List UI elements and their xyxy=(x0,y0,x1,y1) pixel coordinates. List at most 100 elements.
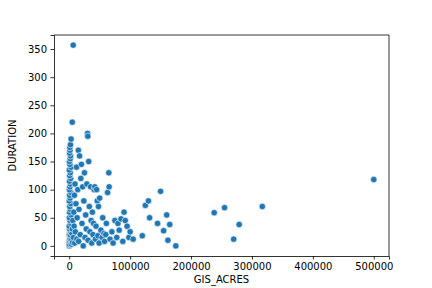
point xyxy=(109,229,115,235)
point xyxy=(100,215,106,221)
tick: 500000 xyxy=(355,256,393,272)
y-axis-title: DURATION xyxy=(7,119,18,171)
tick-mark xyxy=(313,256,314,260)
point xyxy=(167,221,173,227)
tick-mark xyxy=(51,218,55,219)
tick: 300 xyxy=(28,72,54,83)
tick-mark xyxy=(51,77,55,78)
tick-label: 50 xyxy=(34,212,47,223)
point xyxy=(120,238,126,244)
tick-mark xyxy=(69,256,70,260)
tick: 0 xyxy=(41,241,54,252)
tick-label: 100 xyxy=(28,184,47,195)
point xyxy=(157,188,163,194)
point xyxy=(130,236,136,242)
tick-mark xyxy=(374,256,375,260)
point xyxy=(95,203,101,209)
points xyxy=(66,42,377,249)
point xyxy=(103,220,109,226)
point xyxy=(163,212,169,218)
tick: 50 xyxy=(34,212,54,223)
x-axis-title: GIS_ACRES xyxy=(194,274,249,286)
point xyxy=(78,161,84,167)
tick-mark xyxy=(51,190,55,191)
point xyxy=(121,209,127,215)
x-axis: 0 100000 200000 300000 400000 500000 xyxy=(55,256,394,272)
tick-label: 200 xyxy=(28,128,47,139)
point xyxy=(80,243,86,249)
axis-line xyxy=(51,36,55,257)
point xyxy=(81,170,87,176)
tick: 100000 xyxy=(112,256,150,272)
point xyxy=(71,192,77,198)
tick: 100 xyxy=(28,184,54,195)
point xyxy=(211,209,217,215)
tick-mark xyxy=(51,133,55,134)
point xyxy=(79,220,85,226)
point xyxy=(127,229,133,235)
point xyxy=(236,221,242,227)
frame-right xyxy=(389,35,390,256)
tick-label: 200000 xyxy=(172,261,210,272)
point xyxy=(82,212,88,218)
point xyxy=(114,234,120,240)
tick-label: 350 xyxy=(28,44,47,55)
tick-mark xyxy=(51,105,55,106)
tick-label: 100000 xyxy=(112,261,150,272)
tick-label: 150 xyxy=(28,156,47,167)
tick: 300000 xyxy=(233,256,271,272)
point xyxy=(68,136,74,142)
point xyxy=(173,243,179,249)
point xyxy=(160,227,166,233)
point xyxy=(106,170,112,176)
tick-label: 0 xyxy=(41,241,47,252)
tick: 0 xyxy=(67,256,73,272)
point xyxy=(70,42,76,48)
point xyxy=(85,133,91,139)
tick: 200000 xyxy=(172,256,210,272)
point xyxy=(371,176,377,182)
point xyxy=(96,195,102,201)
point xyxy=(76,153,82,159)
point xyxy=(74,215,80,221)
point xyxy=(75,147,81,153)
point xyxy=(76,206,82,212)
tick-label: 400000 xyxy=(294,261,332,272)
tick-label: 300 xyxy=(28,72,47,83)
point xyxy=(93,186,99,192)
plot-area: 0 100000 200000 300000 400000 500000 0 50 100 150… xyxy=(28,35,393,272)
point xyxy=(230,236,236,242)
tick-label: 300000 xyxy=(233,261,271,272)
point xyxy=(86,158,92,164)
tick: 200 xyxy=(28,128,54,139)
point xyxy=(78,175,84,181)
tick-label: 250 xyxy=(28,100,47,111)
tick: 400000 xyxy=(294,256,332,272)
tick-mark xyxy=(51,246,55,247)
tick-mark xyxy=(130,256,131,260)
point xyxy=(154,220,160,226)
tick-mark xyxy=(51,162,55,163)
chart: 0 100000 200000 300000 400000 500000 0 50 100 150… xyxy=(0,0,432,288)
axis-line xyxy=(55,257,390,260)
point xyxy=(146,215,152,221)
point xyxy=(71,223,77,229)
point xyxy=(116,227,122,233)
point xyxy=(165,237,171,243)
tick-mark xyxy=(51,49,55,50)
tick-label: 0 xyxy=(67,261,73,272)
tick: 350 xyxy=(28,44,54,55)
frame-top xyxy=(54,35,389,36)
tick: 250 xyxy=(28,100,54,111)
point xyxy=(221,204,227,210)
point xyxy=(110,240,116,246)
tick-mark xyxy=(191,256,192,260)
y-axis: 0 50 100 150 200 250 300 350 xyxy=(28,36,55,257)
point xyxy=(81,198,87,204)
point xyxy=(89,209,95,215)
point xyxy=(145,198,151,204)
tick-label: 500000 xyxy=(355,261,393,272)
point xyxy=(106,184,112,190)
tick-mark xyxy=(252,256,253,260)
point xyxy=(69,119,75,125)
